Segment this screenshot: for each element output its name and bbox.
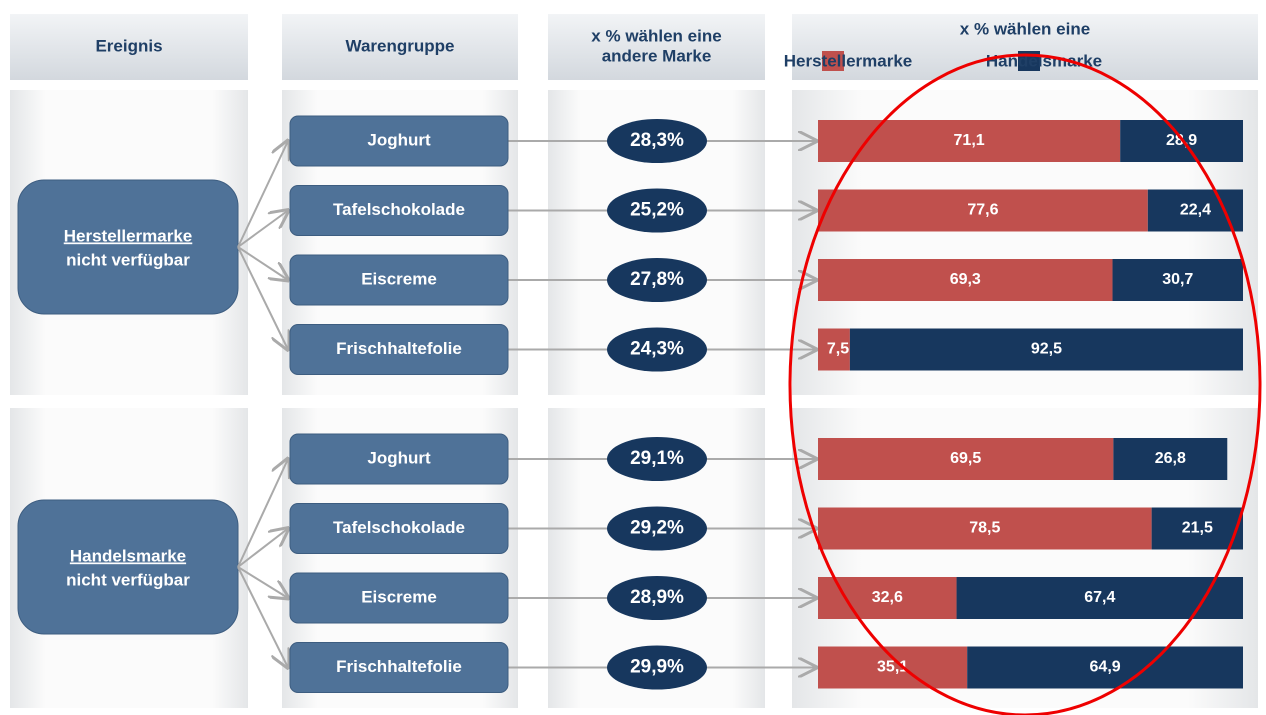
bar-segment xyxy=(818,438,1114,480)
bar-segment xyxy=(1151,507,1243,550)
header-text: Ereignis xyxy=(95,36,162,55)
switch-text: 27,8% xyxy=(630,269,684,290)
legend-label: Handelsmarke xyxy=(986,51,1102,70)
bar-segment xyxy=(1113,438,1228,480)
bar-label: 77,6 xyxy=(967,202,998,219)
event-box xyxy=(17,499,239,635)
header-box xyxy=(282,14,518,80)
bar-segment xyxy=(1147,189,1243,232)
header-text: Warengruppe xyxy=(346,36,455,55)
bar-label: 64,9 xyxy=(1090,659,1121,676)
category-text: Frischhaltefolie xyxy=(336,339,462,358)
category-box xyxy=(289,642,509,693)
switch-ellipse xyxy=(607,258,707,302)
category-text: Tafelschokolade xyxy=(333,518,465,537)
category-text: Joghurt xyxy=(367,130,431,149)
bar-segment xyxy=(1112,259,1243,301)
bar-segment xyxy=(818,646,968,689)
switch-ellipse xyxy=(607,576,707,620)
switch-text: 29,2% xyxy=(630,518,684,539)
switch-text: 29,1% xyxy=(630,448,684,469)
category-text: Frischhaltefolie xyxy=(336,657,462,676)
bar-segment xyxy=(818,507,1152,550)
category-box xyxy=(289,115,509,167)
highlight-circle xyxy=(788,53,1262,715)
switch-text: 29,9% xyxy=(630,657,684,678)
header-text: x % wählen eine xyxy=(960,19,1090,38)
header-box xyxy=(10,14,248,80)
event-text: nicht verfügbar xyxy=(66,250,190,269)
switch-text: 28,9% xyxy=(630,587,684,608)
event-text: nicht verfügbar xyxy=(66,570,190,589)
category-box xyxy=(289,433,509,485)
bar-label: 78,5 xyxy=(969,520,1000,537)
category-box xyxy=(289,185,509,236)
arrow xyxy=(237,529,288,568)
category-text: Joghurt xyxy=(367,448,431,467)
bar-label: 71,1 xyxy=(954,132,985,149)
switch-ellipse xyxy=(607,327,707,372)
bar-label: 22,4 xyxy=(1180,202,1211,219)
arrow xyxy=(237,459,288,568)
arrow xyxy=(237,566,288,668)
bar-segment xyxy=(967,646,1243,689)
legend-label: Herstellermarke xyxy=(784,51,913,70)
category-text: Eiscreme xyxy=(361,587,437,606)
event-text: Handelsmarke xyxy=(70,546,186,565)
category-box xyxy=(289,254,509,306)
arrow xyxy=(237,211,288,248)
bar-label: 69,5 xyxy=(950,450,981,467)
bar-label: 69,3 xyxy=(950,271,981,288)
header-text: x % wählen eine xyxy=(591,26,721,45)
category-box xyxy=(289,503,509,554)
category-box xyxy=(289,572,509,624)
bar-segment xyxy=(818,259,1113,301)
switch-ellipse xyxy=(607,645,707,690)
switch-ellipse xyxy=(607,437,707,481)
switch-ellipse xyxy=(607,119,707,163)
bar-label: 7,5 xyxy=(827,341,849,358)
bar-label: 67,4 xyxy=(1084,589,1115,606)
bar-segment xyxy=(818,328,850,371)
bar-segment xyxy=(818,577,957,619)
switch-text: 25,2% xyxy=(630,200,684,221)
arrow xyxy=(237,246,288,280)
event-text: Herstellermarke xyxy=(64,226,193,245)
bar-segment xyxy=(849,328,1243,371)
header-text: andere Marke xyxy=(602,46,712,65)
switch-ellipse xyxy=(607,188,707,233)
header-box xyxy=(548,14,765,80)
arrow xyxy=(237,246,288,350)
switch-text: 24,3% xyxy=(630,339,684,360)
bar-label: 32,6 xyxy=(872,589,903,606)
bar-label: 92,5 xyxy=(1031,341,1062,358)
switch-text: 28,3% xyxy=(630,130,684,151)
category-text: Tafelschokolade xyxy=(333,200,465,219)
switch-ellipse xyxy=(607,506,707,551)
category-box xyxy=(289,324,509,375)
event-box xyxy=(17,179,239,315)
category-text: Eiscreme xyxy=(361,269,437,288)
bar-segment xyxy=(818,189,1148,232)
bar-label: 21,5 xyxy=(1182,520,1213,537)
legend-swatch xyxy=(822,51,844,71)
bar-label: 26,8 xyxy=(1155,450,1186,467)
arrow xyxy=(237,566,288,598)
bar-label: 30,7 xyxy=(1162,271,1193,288)
arrow xyxy=(237,141,288,248)
